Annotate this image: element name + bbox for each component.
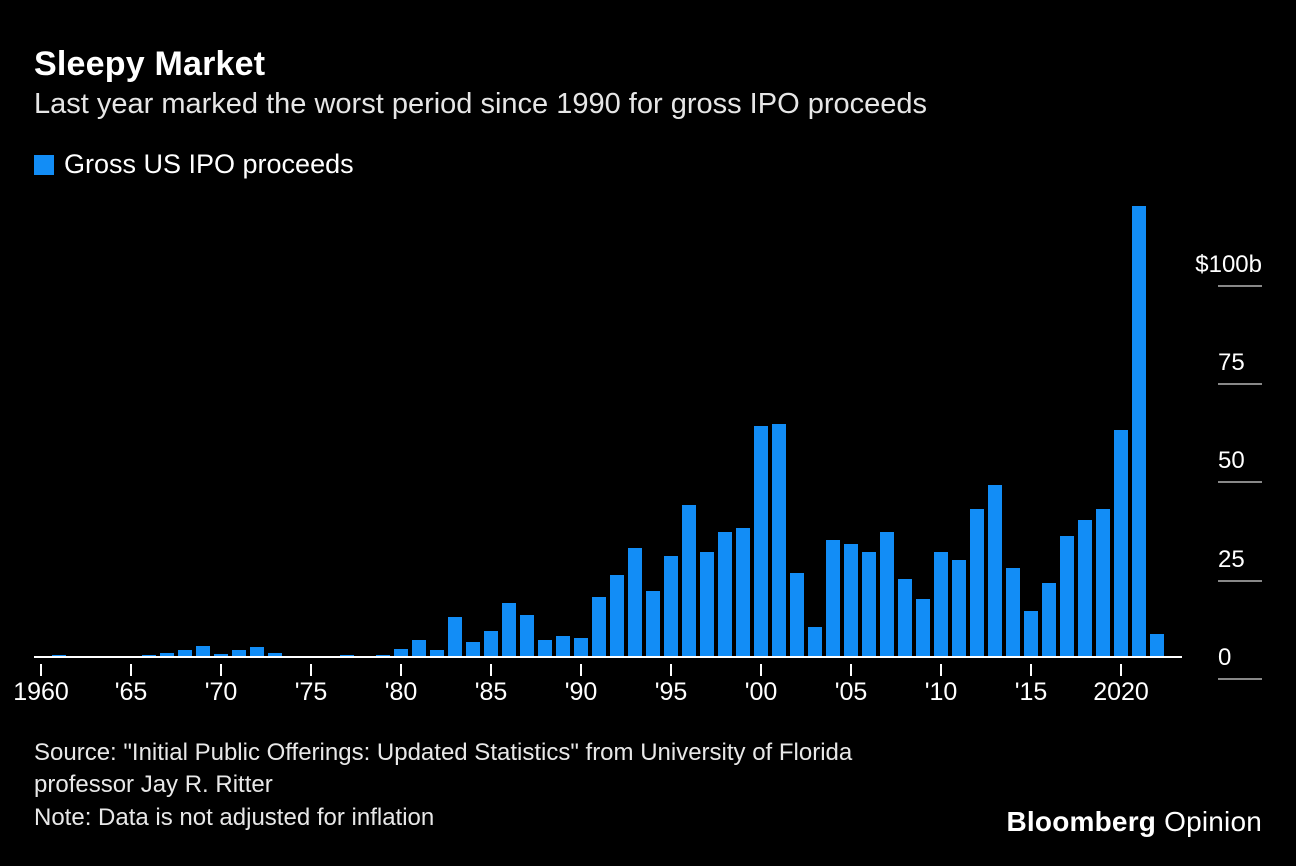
y-tick-label: 50 [1218, 447, 1262, 483]
bar [1024, 611, 1038, 658]
x-tick-label: '65 [115, 678, 148, 707]
bar [844, 544, 858, 658]
bar [1150, 634, 1164, 658]
x-tick [940, 664, 942, 676]
bar [880, 532, 894, 658]
bar [448, 617, 462, 658]
y-tick-label: 0 [1218, 644, 1262, 680]
bar [754, 426, 768, 658]
x-tick-label: '85 [475, 678, 508, 707]
bar [970, 509, 984, 658]
x-tick [220, 664, 222, 676]
bar [1042, 583, 1056, 658]
y-tick-label: $100b [1195, 251, 1262, 287]
x-axis: 1960'65'70'75'80'85'90'95'00'05'10'15202… [34, 664, 1182, 724]
x-tick [490, 664, 492, 676]
bar [1060, 536, 1074, 658]
bar [898, 579, 912, 658]
x-baseline [34, 656, 1182, 658]
bar [520, 615, 534, 658]
bar [592, 597, 606, 658]
x-tick [40, 664, 42, 676]
bar [610, 575, 624, 658]
bar [934, 552, 948, 658]
bar [772, 424, 786, 658]
x-tick [400, 664, 402, 676]
brand-light: Opinion [1156, 806, 1262, 837]
x-tick [310, 664, 312, 676]
chart-container: Sleepy Market Last year marked the worst… [0, 0, 1296, 866]
legend: Gross US IPO proceeds [34, 149, 1262, 180]
bar [988, 485, 1002, 658]
note-line: Note: Data is not adjusted for inflation [34, 802, 852, 834]
bar [736, 528, 750, 658]
source-line-1: Source: "Initial Public Offerings: Updat… [34, 737, 852, 769]
x-tick-label: '95 [655, 678, 688, 707]
bar [718, 532, 732, 658]
x-tick-label: '15 [1015, 678, 1048, 707]
x-tick-label: '10 [925, 678, 958, 707]
bars-group [34, 194, 1182, 658]
bar [952, 560, 966, 658]
bar [700, 552, 714, 658]
x-tick [1120, 664, 1122, 676]
chart-subtitle: Last year marked the worst period since … [34, 88, 1262, 121]
legend-swatch [34, 155, 54, 175]
bar [1096, 509, 1110, 658]
bar [826, 540, 840, 658]
x-tick-label: 2020 [1093, 678, 1149, 707]
bar [808, 627, 822, 658]
x-tick [670, 664, 672, 676]
brand-watermark: Bloomberg Opinion [1007, 806, 1262, 838]
x-tick [1030, 664, 1032, 676]
x-tick-label: '80 [385, 678, 418, 707]
chart-title: Sleepy Market [34, 45, 1262, 84]
bar [1078, 520, 1092, 658]
source-line-2: professor Jay R. Ritter [34, 769, 852, 801]
bar [682, 505, 696, 658]
x-tick-label: '00 [745, 678, 778, 707]
x-tick [760, 664, 762, 676]
bar [1132, 206, 1146, 658]
x-tick [850, 664, 852, 676]
x-tick-label: '70 [205, 678, 238, 707]
bar [1006, 568, 1020, 658]
bar [1114, 430, 1128, 658]
bar [484, 631, 498, 658]
x-tick-label: '90 [565, 678, 598, 707]
x-tick-label: '05 [835, 678, 868, 707]
y-tick-label: 25 [1218, 546, 1262, 582]
x-tick-label: '75 [295, 678, 328, 707]
bar [916, 599, 930, 658]
chart-area: 0255075$100b 1960'65'70'75'80'85'90'95'0… [34, 194, 1262, 694]
x-tick-label: 1960 [13, 678, 69, 707]
brand-bold: Bloomberg [1007, 806, 1157, 837]
bar [646, 591, 660, 658]
x-tick [580, 664, 582, 676]
bar [502, 603, 516, 658]
bar [664, 556, 678, 658]
bar [556, 636, 570, 658]
x-tick [130, 664, 132, 676]
bar [862, 552, 876, 658]
plot-region [34, 194, 1182, 658]
legend-label: Gross US IPO proceeds [64, 149, 354, 180]
y-tick-label: 75 [1218, 349, 1262, 385]
bar [790, 573, 804, 658]
y-axis: 0255075$100b [1182, 194, 1262, 658]
source-note: Source: "Initial Public Offerings: Updat… [34, 737, 852, 834]
bar [628, 548, 642, 658]
